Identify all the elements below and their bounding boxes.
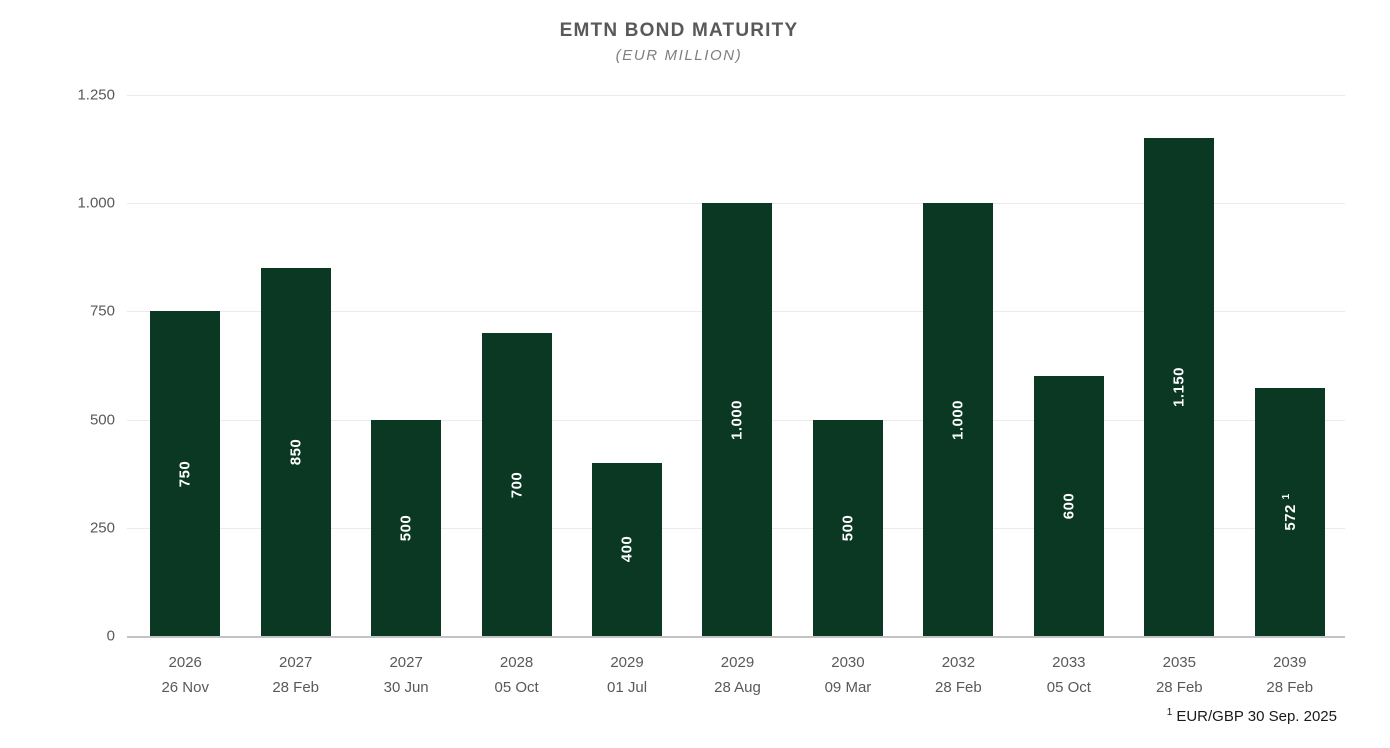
plot-area: 750 850 500 700 400 1.000 500 1.000 600 1.150 572 … <box>127 95 1345 638</box>
footnote-text: EUR/GBP 30 Sep. 2025 <box>1176 708 1337 725</box>
x-tick-year: 2026 <box>168 654 202 671</box>
bar-value-label: 1.000 <box>949 399 967 440</box>
bar-value-label: 572 1 <box>1280 493 1299 531</box>
y-tick-label: 1.250 <box>77 86 115 104</box>
footnote-superscript: 1 <box>1166 707 1173 718</box>
bar-value-label: 1.150 <box>1170 367 1188 408</box>
x-tick-date: 26 Nov <box>161 679 209 696</box>
bar-slot: 400 <box>572 95 682 636</box>
x-tick-year: 2039 <box>1273 654 1307 671</box>
bar-slot: 500 <box>351 95 461 636</box>
x-tick-year: 2027 <box>278 654 313 671</box>
x-tick-date: 01 Jul <box>607 679 648 696</box>
x-tick-label: 2027 30 Jun <box>351 650 461 700</box>
x-tick-label: 2029 01 Jul <box>572 650 682 700</box>
bar: 750 <box>150 311 221 636</box>
bar-slot: 1.000 <box>903 95 1013 636</box>
footnote: 1 EUR/GBP 30 Sep. 2025 <box>1167 707 1337 725</box>
x-tick-year: 2027 <box>389 654 423 671</box>
bar-slot: 500 <box>793 95 903 636</box>
bar-value-label: 750 <box>176 460 194 487</box>
bar-slot: 1.000 <box>682 95 792 636</box>
bar: 500 <box>371 419 442 636</box>
bar-value-label: 500 <box>839 514 857 542</box>
y-tick-label: 1.000 <box>77 194 115 212</box>
x-tick-year: 2029 <box>610 654 644 671</box>
x-tick-label: 2029 28 Aug <box>682 650 792 700</box>
x-tick-label: 2035 28 Feb <box>1124 650 1234 700</box>
bar-label-superscript: 1 <box>1280 493 1292 500</box>
bar-value-label: 600 <box>1060 492 1078 520</box>
x-axis: 2026 26 Nov 2027 28 Feb 2027 30 Jun 2028 05 Oct… <box>130 650 1345 700</box>
x-tick-date: 30 Jun <box>383 679 429 696</box>
x-tick-year: 2032 <box>941 654 976 671</box>
bar: 400 <box>592 462 663 636</box>
x-tick-label: 2028 05 Oct <box>461 650 571 700</box>
x-tick-label: 2030 09 Mar <box>793 650 903 700</box>
bar-value-label: 400 <box>618 536 636 563</box>
x-tick-year: 2029 <box>720 654 755 671</box>
bar-slot: 850 <box>240 95 350 636</box>
x-tick-year: 2035 <box>1162 654 1196 671</box>
bar-slot: 700 <box>461 95 571 636</box>
x-tick-date: 28 Feb <box>935 679 982 696</box>
bar-slot: 572 1 <box>1235 95 1345 636</box>
x-tick-label: 2039 28 Feb <box>1235 650 1345 700</box>
x-tick-date: 28 Aug <box>714 679 761 696</box>
y-tick-label: 250 <box>89 519 115 537</box>
x-tick-label: 2027 28 Feb <box>240 650 350 700</box>
bar: 700 <box>481 333 552 636</box>
x-tick-year: 2030 <box>831 654 865 671</box>
chart-subtitle: (EUR MILLION) <box>615 47 743 64</box>
bar: 500 <box>812 419 883 636</box>
x-tick-year: 2033 <box>1052 654 1086 671</box>
bar-value-label: 850 <box>287 438 305 466</box>
bar-value-label: 1.000 <box>728 399 746 440</box>
bar: 1.150 <box>1144 138 1215 636</box>
bar: 600 <box>1033 376 1104 636</box>
bar: 850 <box>260 268 331 636</box>
bar-series: 750 850 500 700 400 1.000 500 1.000 600 1.150 572 … <box>130 95 1345 636</box>
x-tick-date: 28 Feb <box>1266 679 1314 696</box>
bar-value-label: 500 <box>397 514 415 542</box>
x-tick-date: 28 Feb <box>1155 679 1203 696</box>
bar-slot: 750 <box>130 95 240 636</box>
y-tick-label: 500 <box>89 411 115 429</box>
x-tick-year: 2028 <box>499 654 534 671</box>
bar-value-label: 700 <box>508 471 526 498</box>
bar: 1.000 <box>702 203 773 636</box>
x-tick-label: 2032 28 Feb <box>903 650 1013 700</box>
y-tick-label: 750 <box>89 302 115 320</box>
x-tick-label: 2033 05 Oct <box>1014 650 1124 700</box>
chart-title: EMTN BOND MATURITY <box>559 20 799 41</box>
x-tick-label: 2026 26 Nov <box>130 650 240 700</box>
bar: 572 1 <box>1254 388 1325 636</box>
x-tick-date: 28 Feb <box>272 679 320 696</box>
x-tick-date: 05 Oct <box>494 679 539 696</box>
x-tick-date: 09 Mar <box>824 679 872 696</box>
y-tick-label: 0 <box>106 627 115 645</box>
x-axis-baseline <box>127 636 1345 638</box>
chart-header: EMTN BOND MATURITY (EUR MILLION) <box>0 20 1358 64</box>
y-axis: 0 250 500 750 1.000 1.250 <box>0 87 115 645</box>
gridline <box>127 95 1345 96</box>
x-tick-date: 05 Oct <box>1046 679 1091 696</box>
bar: 1.000 <box>923 203 994 636</box>
bar-slot: 1.150 <box>1124 95 1234 636</box>
bar-slot: 600 <box>1014 95 1124 636</box>
